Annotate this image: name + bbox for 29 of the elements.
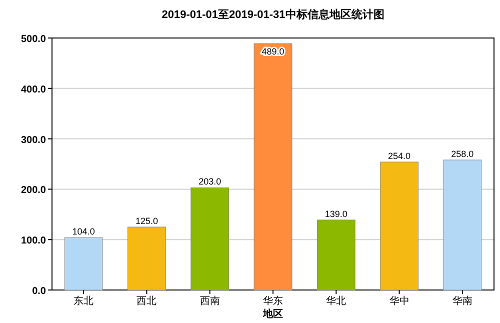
x-axis-title: 地区: [262, 308, 283, 320]
y-tick-label: 500.0: [20, 34, 46, 45]
x-tick-label: 西南: [200, 295, 220, 307]
data-label: 258.0: [451, 148, 474, 159]
data-label: 254.0: [388, 150, 411, 161]
chart-title: 2019-01-01至2019-01-31中标信息地区统计图: [162, 8, 384, 21]
bar: [190, 187, 230, 290]
y-tick-label: 400.0: [20, 84, 46, 96]
x-tick-label: 华南: [452, 295, 472, 307]
bar: [128, 226, 166, 290]
data-label: 489.0: [262, 46, 284, 57]
x-tick-label: 华中: [389, 295, 410, 307]
bar: [254, 43, 292, 290]
y-tick-label: 300.0: [20, 134, 46, 146]
data-label: 139.0: [324, 208, 348, 219]
y-tick-label: 0.0: [32, 286, 46, 297]
y-tick-label: 100.0: [20, 236, 46, 247]
data-label: 203.0: [198, 176, 222, 187]
bar: [64, 237, 103, 290]
data-label: 104.0: [72, 226, 95, 237]
data-label: 125.0: [135, 216, 158, 226]
x-tick-label: 东北: [74, 295, 94, 307]
x-tick-label: 华北: [326, 295, 346, 307]
y-tick-label: 200.0: [20, 185, 46, 196]
x-tick-label: 西北: [136, 295, 157, 307]
bar: [316, 220, 356, 290]
x-tick-label: 华东: [263, 295, 283, 307]
bar: [443, 160, 482, 290]
bar: [380, 162, 418, 290]
